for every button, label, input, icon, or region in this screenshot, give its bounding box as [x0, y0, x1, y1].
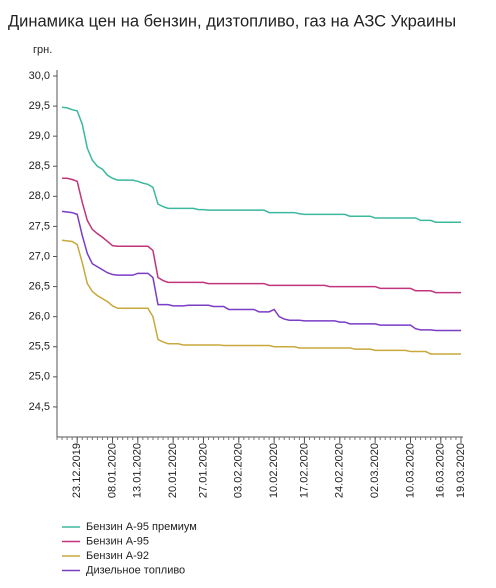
y-tick-label: 30,0 — [29, 70, 50, 82]
x-tick-label: 03.02.2020 — [233, 443, 245, 498]
x-tick-label: 24.02.2020 — [334, 443, 346, 498]
y-axis-label: грн. — [33, 44, 52, 56]
legend-label: Бензин А-95 — [86, 535, 149, 547]
y-tick-label: 28,0 — [29, 190, 50, 202]
x-tick-label: 19.03.2020 — [455, 443, 467, 498]
x-tick-label: 10.03.2020 — [404, 443, 416, 498]
series-line — [61, 239, 461, 355]
series-line — [61, 210, 461, 332]
x-tick-label: 13.01.2020 — [132, 443, 144, 498]
y-tick-label: 24,5 — [29, 401, 50, 413]
y-tick-label: 25,0 — [29, 371, 50, 383]
y-tick-label: 28,5 — [29, 160, 50, 172]
x-tick-label: 08.01.2020 — [106, 443, 118, 498]
legend-label: Бензин А-92 — [86, 550, 149, 562]
y-tick-label: 29,0 — [29, 130, 50, 142]
y-tick-label: 26,5 — [29, 280, 50, 292]
legend-label: Бензин А-95 премиум — [86, 521, 197, 533]
x-tick-label: 02.03.2020 — [369, 443, 381, 498]
x-tick-label: 16.03.2020 — [435, 443, 447, 498]
y-tick-label: 27,5 — [29, 220, 50, 232]
x-tick-label: 10.02.2020 — [268, 443, 280, 498]
y-tick-label: 29,5 — [29, 100, 50, 112]
series-line — [62, 177, 461, 294]
x-tick-label: 27.01.2020 — [197, 443, 209, 498]
series-line — [61, 106, 461, 223]
legend-label: Дизельное топливо — [86, 564, 185, 576]
x-tick-label: 23.12.2019 — [71, 443, 83, 498]
chart-title: Динамика цен на бензин, дизтопливо, газ … — [8, 12, 456, 30]
y-tick-label: 26,0 — [29, 311, 50, 323]
y-tick-label: 25,5 — [29, 341, 50, 353]
x-tick-label: 20.01.2020 — [167, 443, 179, 498]
x-tick-label: 17.02.2020 — [298, 443, 310, 498]
y-tick-label: 27,0 — [29, 250, 50, 262]
